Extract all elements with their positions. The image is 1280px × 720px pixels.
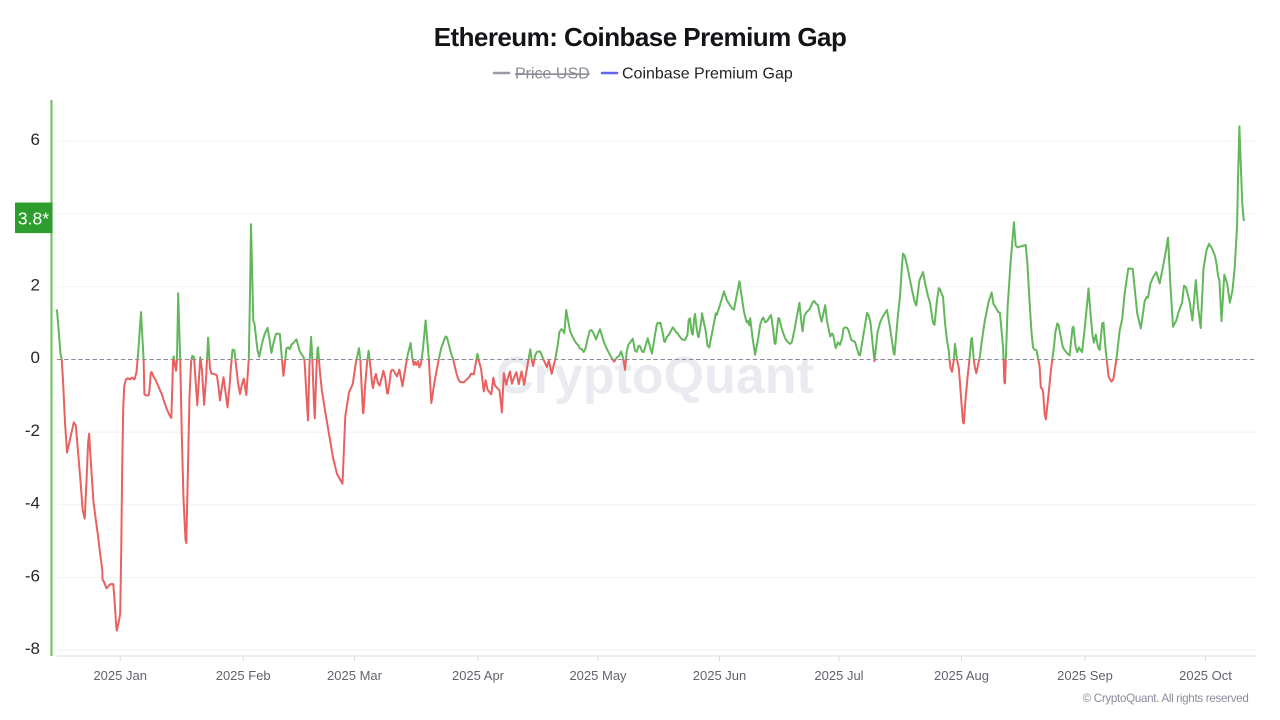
svg-text:-2: -2 [25, 421, 40, 440]
svg-text:2: 2 [31, 276, 40, 295]
svg-text:2025 Jul: 2025 Jul [814, 668, 863, 683]
svg-text:CryptoQuant: CryptoQuant [496, 347, 814, 405]
svg-text:2025 Apr: 2025 Apr [452, 668, 505, 683]
svg-text:0: 0 [31, 348, 40, 367]
svg-text:2025 Mar: 2025 Mar [327, 668, 383, 683]
svg-text:2025 Oct: 2025 Oct [1179, 668, 1232, 683]
svg-text:-4: -4 [25, 494, 40, 513]
svg-text:2025 Jan: 2025 Jan [93, 668, 147, 683]
svg-text:2025 Sep: 2025 Sep [1057, 668, 1113, 683]
svg-text:2025 Feb: 2025 Feb [216, 668, 271, 683]
svg-text:6: 6 [31, 130, 40, 149]
svg-text:© CryptoQuant. All rights rese: © CryptoQuant. All rights reserved [1083, 692, 1249, 705]
svg-text:2025 Aug: 2025 Aug [934, 668, 989, 683]
svg-text:3.8*: 3.8* [18, 209, 49, 229]
svg-text:Price USD: Price USD [515, 66, 590, 83]
svg-text:-6: -6 [25, 566, 40, 585]
svg-text:2025 May: 2025 May [569, 668, 627, 683]
svg-text:Coinbase Premium Gap: Coinbase Premium Gap [622, 66, 793, 83]
svg-text:2025 Jun: 2025 Jun [693, 668, 747, 683]
svg-text:-8: -8 [25, 639, 40, 658]
